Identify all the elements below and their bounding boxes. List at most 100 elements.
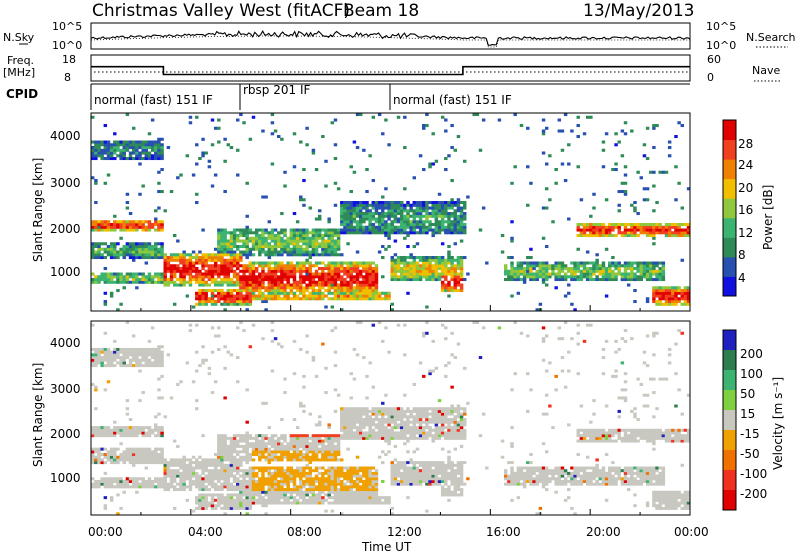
power-cell (217, 231, 221, 235)
power-cell (251, 278, 256, 282)
power-cell (409, 278, 413, 282)
noise-sky-trace (90, 29, 691, 46)
velocity-cell (135, 364, 139, 368)
velocity-cell (254, 466, 259, 470)
power-cell (652, 272, 656, 276)
power-cell (362, 294, 366, 298)
power-cell (336, 278, 341, 282)
power-cell (223, 137, 227, 141)
power-cell (160, 253, 164, 257)
velocity-cell (226, 506, 231, 510)
power-cell (264, 272, 268, 276)
velocity-cell (128, 450, 133, 454)
power-cell (601, 223, 606, 227)
power-cell (169, 256, 174, 260)
power-cell (239, 283, 243, 287)
velocity-cell (131, 347, 136, 351)
power-cell (447, 258, 451, 262)
velocity-cell (141, 350, 145, 354)
velocity-cell (138, 455, 142, 459)
power-cell (289, 261, 294, 265)
power-cell (229, 280, 234, 284)
velocity-cell (289, 488, 294, 492)
velocity-cell (210, 391, 215, 395)
power-cell (160, 157, 164, 161)
power-cell (481, 206, 486, 210)
power-cbar-tick-12: 12 (738, 226, 753, 240)
power-cell (188, 256, 193, 260)
velocity-cell (245, 444, 249, 448)
velocity-cell (131, 455, 136, 459)
velocity-cell (340, 407, 344, 411)
power-cell (340, 203, 344, 207)
power-cell (686, 297, 691, 301)
power-cell (330, 253, 335, 257)
power-cell (188, 272, 193, 276)
power-cell (336, 187, 341, 191)
power-cell (147, 256, 152, 260)
power-cell (292, 297, 297, 301)
velocity-cell (236, 466, 240, 470)
power-cell (362, 203, 366, 207)
power-cell (295, 264, 300, 268)
power-cell (415, 225, 420, 229)
power-cell (374, 220, 379, 224)
power-cell (409, 228, 413, 232)
power-cell (163, 261, 167, 265)
power-cell (226, 272, 231, 276)
velocity-cell (254, 482, 259, 486)
velocity-cell (106, 356, 111, 360)
power-cell (604, 275, 609, 279)
power-cell (554, 261, 558, 265)
velocity-cell (254, 447, 259, 451)
power-cell (444, 286, 448, 290)
velocity-cell (317, 466, 322, 470)
velocity-cell (217, 436, 221, 440)
velocity-cell (286, 447, 290, 451)
power-cell (138, 242, 142, 246)
power-cell (232, 300, 237, 304)
velocity-cell (188, 482, 193, 486)
power-cell (390, 214, 394, 218)
velocity-cell (245, 436, 249, 440)
power-cell (349, 231, 353, 235)
power-cell (251, 264, 256, 268)
power-cell (418, 209, 423, 213)
power-cell (352, 231, 357, 235)
velocity-cell (154, 434, 158, 438)
power-cell (314, 272, 319, 276)
power-cell (166, 278, 171, 282)
velocity-cell (299, 479, 303, 483)
velocity-cell (283, 447, 287, 451)
power-cell (567, 267, 571, 271)
power-cell (299, 250, 303, 254)
power-cell (91, 278, 95, 282)
power-cell (623, 267, 628, 271)
power-cell (226, 247, 231, 251)
power-cell (677, 291, 681, 295)
power-cell (258, 261, 262, 265)
power-cell (223, 253, 227, 257)
power-cell (201, 154, 205, 158)
power-cell (352, 297, 357, 301)
velocity-cell (258, 485, 262, 489)
power-cell (661, 289, 666, 293)
velocity-cell (305, 488, 309, 492)
power-cell (459, 223, 464, 227)
power-cell (270, 267, 275, 271)
velocity-cell (302, 469, 306, 473)
velocity-cell (191, 461, 196, 465)
velocity-cell (321, 485, 325, 489)
power-cell (683, 286, 688, 290)
power-cell (333, 283, 338, 287)
velocity-cell (97, 361, 101, 365)
velocity-cell (324, 488, 328, 492)
power-cell (267, 283, 271, 287)
velocity-cell (308, 461, 312, 465)
power-cell (576, 261, 580, 265)
power-cell (576, 225, 580, 229)
power-cell (456, 267, 461, 271)
power-cell (340, 280, 344, 284)
power-cell (664, 294, 669, 298)
velocity-cell (314, 455, 319, 459)
